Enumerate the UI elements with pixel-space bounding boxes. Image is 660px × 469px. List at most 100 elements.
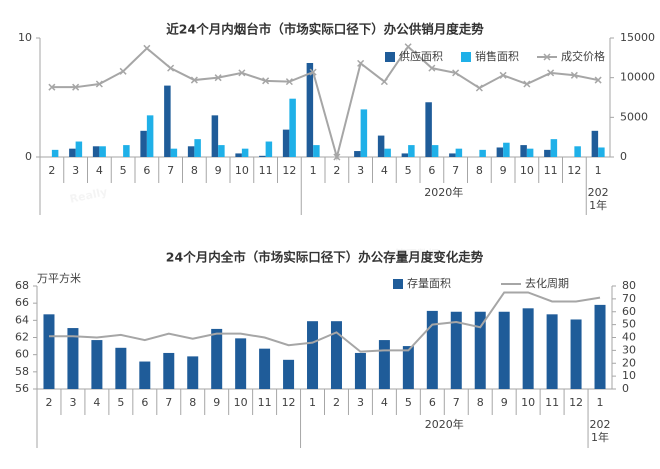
bar xyxy=(115,347,127,389)
x-tick-label: 6 xyxy=(429,396,436,409)
line-marker xyxy=(357,59,365,67)
x-tick-label: 10 xyxy=(234,396,248,409)
bar xyxy=(194,139,201,157)
x-tick-label: 6 xyxy=(143,164,150,177)
bar xyxy=(479,149,486,157)
bar xyxy=(92,146,100,157)
x-tick-label: 4 xyxy=(96,164,103,177)
x-tick-label: 2 xyxy=(45,396,52,409)
bar xyxy=(591,130,599,157)
bar xyxy=(401,153,409,157)
bar xyxy=(164,85,171,157)
x-tick-label: 9 xyxy=(501,396,508,409)
bar xyxy=(187,356,199,389)
x-tick-label: 3 xyxy=(357,396,364,409)
bar xyxy=(235,153,242,157)
line-marker xyxy=(119,67,127,75)
bar xyxy=(67,328,79,389)
x-tick-label: 2 xyxy=(48,164,55,177)
bar xyxy=(306,62,314,157)
legend-label: 去化周期 xyxy=(525,276,569,290)
bar xyxy=(211,115,219,157)
y2-tick-label: 10 xyxy=(622,369,636,382)
bar xyxy=(123,145,130,157)
line-marker xyxy=(523,80,531,88)
bar xyxy=(426,310,438,389)
line xyxy=(48,291,601,353)
x-tick-label: 6 xyxy=(428,164,435,177)
y-tick-label: 62 xyxy=(15,331,29,344)
x-tick-label: 11 xyxy=(544,164,558,177)
y-tick-label: 0 xyxy=(25,150,32,163)
x-tick-label: 5 xyxy=(405,164,412,177)
x-tick-label: 10 xyxy=(521,396,535,409)
x-tick-label: 8 xyxy=(477,396,484,409)
bar xyxy=(377,135,385,157)
line-marker xyxy=(143,44,151,52)
line-marker xyxy=(309,68,317,76)
bar xyxy=(289,98,296,157)
x-tick-label: 12 xyxy=(282,164,296,177)
bar xyxy=(259,155,266,157)
chart-title: 24个月内全市（市场实际口径下）办公存量月度变化走势 xyxy=(166,250,484,265)
line-marker xyxy=(167,64,175,72)
bar xyxy=(69,148,76,157)
x-group-label: 2021年 xyxy=(587,186,609,212)
line-marker xyxy=(262,77,270,85)
bar xyxy=(282,129,290,157)
x-tick-label: 10 xyxy=(520,164,534,177)
x-group: 2021年 xyxy=(587,186,609,212)
x-tick-label: 12 xyxy=(282,396,296,409)
x-tick-label: 9 xyxy=(215,164,222,177)
bar xyxy=(498,311,510,389)
x-tick-label: 7 xyxy=(452,164,459,177)
line xyxy=(51,45,599,161)
line-marker xyxy=(428,64,436,72)
line-marker xyxy=(380,78,388,86)
x-group: 2020年 xyxy=(424,186,463,199)
legend-swatch xyxy=(385,52,395,62)
bar xyxy=(259,348,271,389)
bar xyxy=(378,340,390,389)
x-tick-label: 3 xyxy=(357,164,364,177)
x-tick-label: 10 xyxy=(235,164,249,177)
bar xyxy=(170,148,178,157)
bar xyxy=(140,130,147,157)
line-marker xyxy=(594,76,602,84)
x-tick-label: 1 xyxy=(595,164,602,177)
y-tick-label: 60 xyxy=(15,348,29,361)
x-tick-label: 7 xyxy=(167,164,174,177)
bar xyxy=(187,146,195,157)
line-marker xyxy=(404,43,412,51)
bar xyxy=(313,145,320,157)
y2-tick-label: 70 xyxy=(622,292,636,305)
legend-label: 销售面积 xyxy=(475,49,519,63)
x-tick-label: 1 xyxy=(310,164,317,177)
line-marker xyxy=(238,69,246,77)
y2-tick-label: 40 xyxy=(622,331,636,344)
bar xyxy=(91,340,103,389)
bar xyxy=(574,146,581,157)
bar xyxy=(354,352,366,389)
x-tick-label: 7 xyxy=(165,396,172,409)
chart-title: 近24个月内烟台市（市场实际口径下）办公供销月度走势 xyxy=(166,22,484,37)
x-tick-label: 4 xyxy=(381,396,388,409)
y2-tick-label: 0 xyxy=(620,150,627,163)
bar xyxy=(598,147,605,157)
bar xyxy=(455,148,463,157)
bar xyxy=(431,145,439,157)
x-tick-label: 11 xyxy=(545,396,559,409)
line-marker xyxy=(48,83,56,91)
legend-label: 成交价格 xyxy=(561,49,605,63)
x-tick-label: 2 xyxy=(333,164,340,177)
x-tick-label: 7 xyxy=(453,396,460,409)
bar xyxy=(235,338,247,389)
legend-label: 供应面积 xyxy=(399,49,443,63)
x-tick-label: 3 xyxy=(72,164,79,177)
x-tick-label: 8 xyxy=(189,396,196,409)
bar xyxy=(241,148,249,157)
y2-tick-label: 30 xyxy=(622,343,636,356)
bar xyxy=(218,145,225,157)
x-group-label: 2021年 xyxy=(589,418,611,444)
bar xyxy=(546,314,558,389)
